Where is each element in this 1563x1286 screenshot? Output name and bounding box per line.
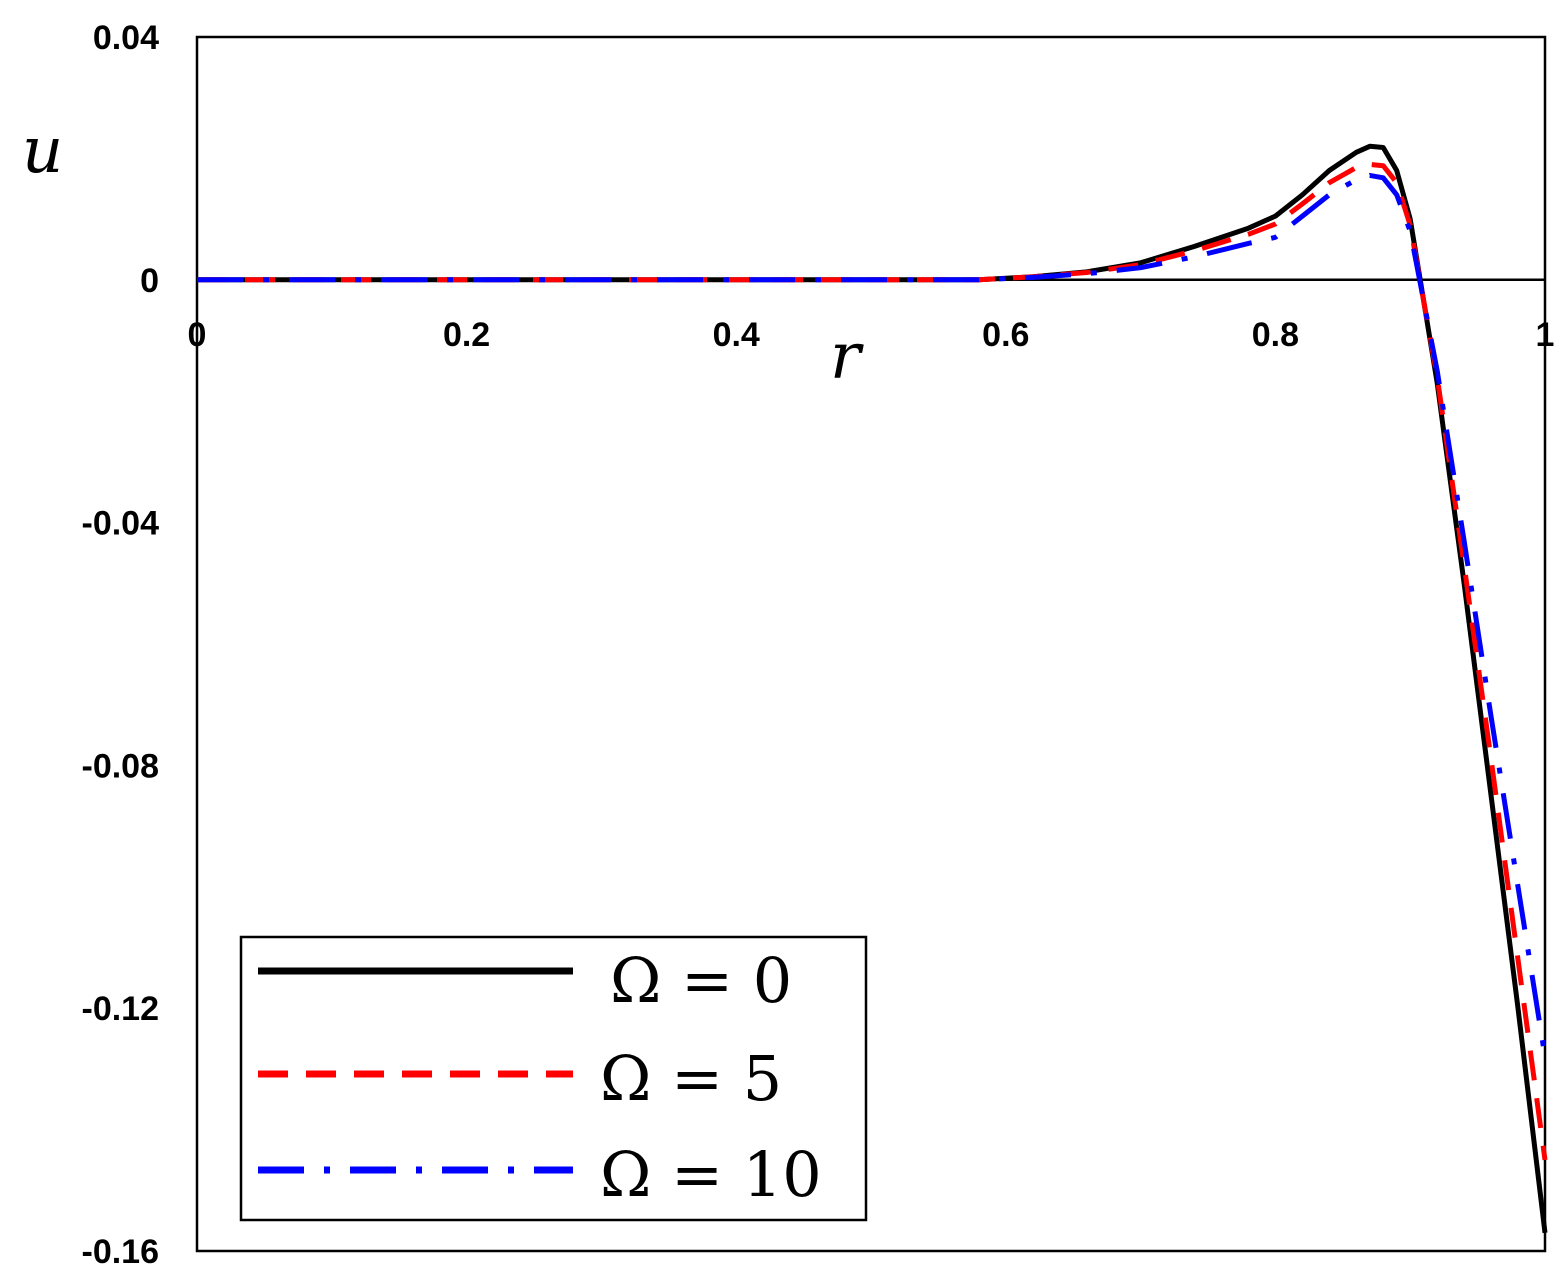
y-tick-label: -0.16 bbox=[82, 1233, 160, 1271]
x-tick-label: 0.8 bbox=[1252, 316, 1299, 354]
x-tick-label: 0.6 bbox=[982, 316, 1029, 354]
y-tick-label: 0 bbox=[140, 262, 159, 300]
x-tick-label: 1 bbox=[1536, 316, 1555, 354]
series-line-1 bbox=[197, 162, 1548, 1161]
x-axis-label: r bbox=[830, 320, 864, 394]
plot-frame bbox=[195, 35, 1547, 1253]
y-axis-label: u bbox=[22, 114, 63, 188]
tick-layer: 0 0.2 0.4 0.6 0.8 1 0.04 0 -0.04 -0.08 -0.12 -0.16 bbox=[82, 19, 1555, 1271]
y-tick-label: 0.04 bbox=[93, 19, 159, 57]
x-tick-label: 0 bbox=[188, 316, 207, 354]
series-layer bbox=[197, 143, 1548, 1234]
x-tick-label: 0.2 bbox=[443, 316, 490, 354]
legend-label-omega-5: Ω = 5 bbox=[600, 1042, 782, 1115]
y-tick-label: -0.04 bbox=[82, 505, 160, 543]
series-line-2 bbox=[197, 172, 1548, 1058]
legend: Ω = 0 Ω = 5 Ω = 10 bbox=[239, 935, 868, 1222]
x-tick-label: 0.4 bbox=[713, 316, 760, 354]
legend-label-omega-0: Ω = 0 bbox=[610, 944, 792, 1017]
y-tick-label: -0.08 bbox=[82, 747, 160, 785]
y-tick-label: -0.12 bbox=[82, 990, 160, 1028]
legend-label-omega-10: Ω = 10 bbox=[600, 1138, 822, 1211]
